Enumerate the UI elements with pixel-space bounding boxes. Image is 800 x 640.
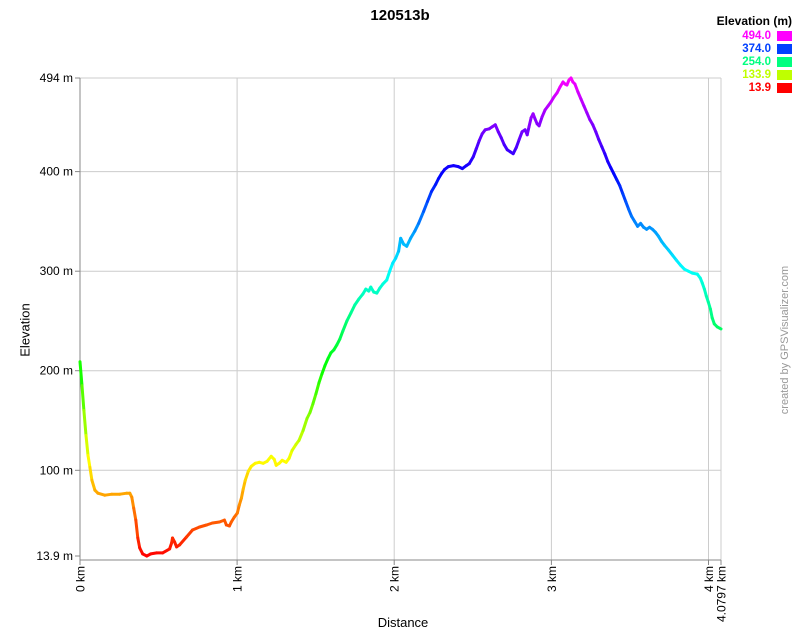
track-segment [78, 360, 84, 388]
track-segment [132, 506, 138, 522]
track-segment [314, 381, 321, 396]
track-segment [90, 478, 97, 492]
track-segment [88, 465, 94, 482]
x-tick-label: 1 km [231, 566, 245, 592]
legend-color-swatch [777, 44, 792, 54]
legend-entry-value: 254.0 [742, 56, 771, 68]
track-segment [185, 528, 194, 539]
track-segment [317, 372, 324, 385]
legend-entry-value: 494.0 [742, 30, 771, 42]
track-segment [715, 325, 723, 331]
track-segment [537, 115, 544, 128]
x-tick-label: 4 km [702, 566, 716, 592]
track-segment [130, 495, 136, 510]
track-segment [341, 319, 349, 333]
watermark-credit: created by GPSVisualizer.com [779, 265, 791, 415]
x-axis-label: Distance [377, 615, 429, 630]
legend-box: Elevation (m) 494.0 374.0 254.0 133.9 13.9 [717, 14, 792, 95]
track-segment [385, 269, 392, 282]
legend-title: Elevation (m) [716, 14, 792, 28]
legend-entry: 374.0 [717, 43, 792, 55]
y-tick-label: 300 m [40, 264, 73, 278]
track-segment [80, 384, 86, 412]
legend-entry-value: 133.9 [742, 69, 771, 81]
track-segment [708, 307, 714, 320]
track-segment [86, 453, 92, 469]
chart-title: 120513b [370, 7, 430, 24]
x-tick-label: 4.0797 km [715, 566, 729, 622]
track-segment [136, 536, 142, 550]
y-axis-label: Elevation [17, 303, 33, 357]
legend-color-swatch [777, 70, 792, 80]
y-tick-label: 200 m [40, 364, 73, 378]
x-tick-label: 2 km [388, 566, 402, 592]
y-tick-label: 494 m [40, 71, 73, 85]
legend-entry-value: 374.0 [742, 43, 771, 55]
track-segment [241, 478, 247, 491]
track-segment [84, 433, 90, 457]
track-segment [178, 535, 188, 547]
legend-entry-value: 13.9 [748, 82, 771, 94]
x-tick-label: 3 km [545, 566, 559, 592]
legend-rows: 494.0 374.0 254.0 133.9 13.9 [717, 30, 792, 94]
track-segment [422, 200, 429, 213]
track-segment [308, 402, 315, 414]
y-tick-label: 13.9 m [36, 549, 73, 563]
track-segment [527, 116, 533, 129]
x-tick-label: 0 km [74, 566, 88, 592]
y-tick-label: 400 m [40, 165, 73, 179]
track-segment [82, 409, 88, 437]
track-segment [426, 190, 433, 203]
track-segment [311, 392, 318, 406]
legend-color-swatch [777, 31, 792, 41]
legend-color-swatch [777, 57, 792, 67]
legend-color-swatch [777, 83, 792, 93]
legend-entry: 133.9 [717, 69, 792, 81]
legend-entry: 13.9 [717, 82, 792, 94]
legend-entry: 254.0 [717, 56, 792, 68]
legend-entry: 494.0 [717, 30, 792, 42]
y-tick-label: 100 m [40, 463, 73, 477]
track-segment [417, 209, 426, 225]
track-segment [243, 469, 250, 482]
track-segment [301, 417, 309, 432]
track-segment [239, 487, 245, 500]
track-segment [297, 429, 305, 442]
track-segment [134, 518, 140, 540]
